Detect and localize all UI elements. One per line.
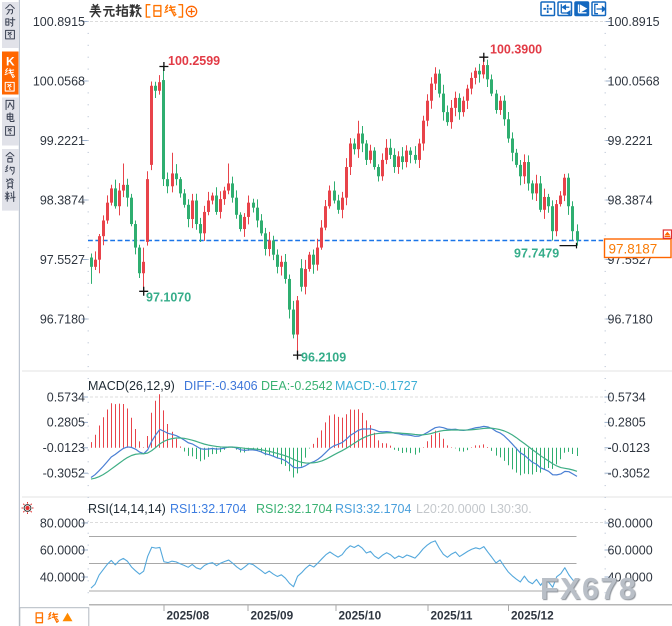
svg-text:2025/10: 2025/10	[339, 609, 382, 623]
svg-text:100.2599: 100.2599	[168, 54, 220, 68]
svg-text:96.2109: 96.2109	[301, 351, 346, 365]
svg-text:100.3900: 100.3900	[490, 43, 542, 57]
svg-text:K: K	[6, 55, 15, 69]
svg-text:0.5734: 0.5734	[47, 390, 85, 404]
svg-text:DEA:-0.2542: DEA:-0.2542	[261, 379, 333, 393]
svg-text:RSI2:32.1704: RSI2:32.1704	[256, 502, 332, 516]
svg-text:80.0000: 80.0000	[608, 516, 653, 530]
svg-text:97.7479: 97.7479	[514, 247, 559, 261]
svg-text:2025/08: 2025/08	[167, 609, 210, 623]
svg-text:0.2805: 0.2805	[47, 416, 85, 430]
svg-text:100.0568: 100.0568	[33, 74, 85, 88]
svg-text:40.0000: 40.0000	[608, 570, 653, 584]
svg-text:L20:20.0000: L20:20.0000	[416, 502, 486, 516]
svg-text:100.8915: 100.8915	[608, 15, 660, 29]
svg-text:80.0000: 80.0000	[40, 516, 85, 530]
svg-text:40.0000: 40.0000	[40, 570, 85, 584]
svg-text:60.0000: 60.0000	[40, 543, 85, 557]
svg-text:99.2221: 99.2221	[608, 134, 653, 148]
svg-text:0.2805: 0.2805	[608, 416, 646, 430]
svg-text:-0.0123: -0.0123	[608, 441, 650, 455]
svg-text:2025/09: 2025/09	[251, 609, 294, 623]
svg-text:-0.3052: -0.3052	[43, 467, 85, 481]
svg-text:2025/11: 2025/11	[431, 609, 473, 623]
svg-text:60.0000: 60.0000	[608, 543, 653, 557]
svg-text:MACD(26,12,9): MACD(26,12,9)	[88, 379, 175, 393]
svg-text:100.8915: 100.8915	[33, 15, 85, 29]
svg-text:97.8187: 97.8187	[609, 242, 658, 257]
svg-text:98.3874: 98.3874	[40, 193, 85, 207]
svg-text:97.5527: 97.5527	[40, 253, 85, 267]
svg-text:-0.0123: -0.0123	[43, 441, 85, 455]
svg-text:0.5734: 0.5734	[608, 390, 646, 404]
svg-text:98.3874: 98.3874	[608, 193, 653, 207]
svg-text:RSI1:32.1704: RSI1:32.1704	[170, 502, 246, 516]
svg-text:96.7180: 96.7180	[608, 312, 653, 326]
svg-text:FX678: FX678	[540, 572, 637, 606]
svg-text:2025/12: 2025/12	[511, 609, 554, 623]
svg-text:96.7180: 96.7180	[40, 312, 85, 326]
svg-text:97.1070: 97.1070	[146, 291, 191, 305]
svg-text:MACD:-0.1727: MACD:-0.1727	[335, 379, 418, 393]
svg-text:100.0568: 100.0568	[608, 74, 660, 88]
svg-text:DIFF:-0.3406: DIFF:-0.3406	[184, 379, 258, 393]
svg-text:99.2221: 99.2221	[40, 134, 85, 148]
svg-text:-0.3052: -0.3052	[608, 467, 650, 481]
svg-text:RSI(14,14,14): RSI(14,14,14)	[88, 502, 166, 516]
svg-text:L30:30.: L30:30.	[490, 502, 532, 516]
svg-text:RSI3:32.1704: RSI3:32.1704	[335, 502, 411, 516]
